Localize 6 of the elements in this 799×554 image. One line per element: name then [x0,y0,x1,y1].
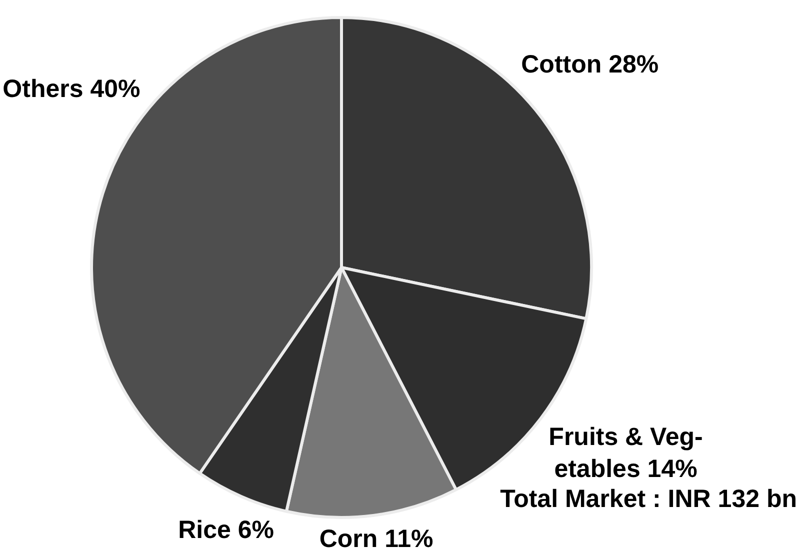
slice-label: Corn 11% [319,525,434,554]
slice-label: Fruits & Veg-etables 14% [548,422,703,483]
text: Total Market : INR 132 bn [500,484,797,513]
slice-label: Others 40% [2,75,140,104]
slice-label: Rice 6% [178,516,274,544]
slice-label: Cotton 28% [521,50,659,79]
